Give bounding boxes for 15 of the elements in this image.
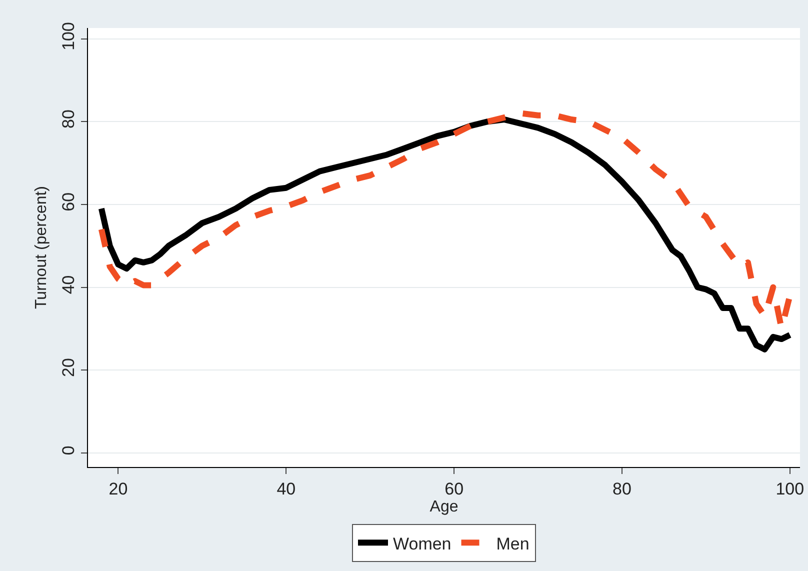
x-tick-label: 40 — [276, 479, 296, 498]
x-tick-label: 60 — [444, 479, 464, 498]
legend-label: Women — [393, 534, 452, 554]
y-tick-label: 0 — [59, 446, 78, 456]
y-axis-title: Turnout (percent) — [33, 186, 50, 310]
y-tick-label: 20 — [59, 358, 78, 377]
x-axis-title: Age — [430, 498, 458, 516]
x-tick-label: 100 — [776, 479, 804, 498]
legend-label: Men — [496, 534, 530, 554]
y-tick-label: 60 — [59, 192, 78, 212]
y-tick-label: 80 — [59, 110, 78, 129]
x-tick-label: 80 — [612, 479, 632, 498]
y-tick-label: 40 — [59, 275, 78, 294]
y-tick-label: 100 — [59, 22, 78, 50]
x-tick-label: 20 — [108, 479, 128, 498]
